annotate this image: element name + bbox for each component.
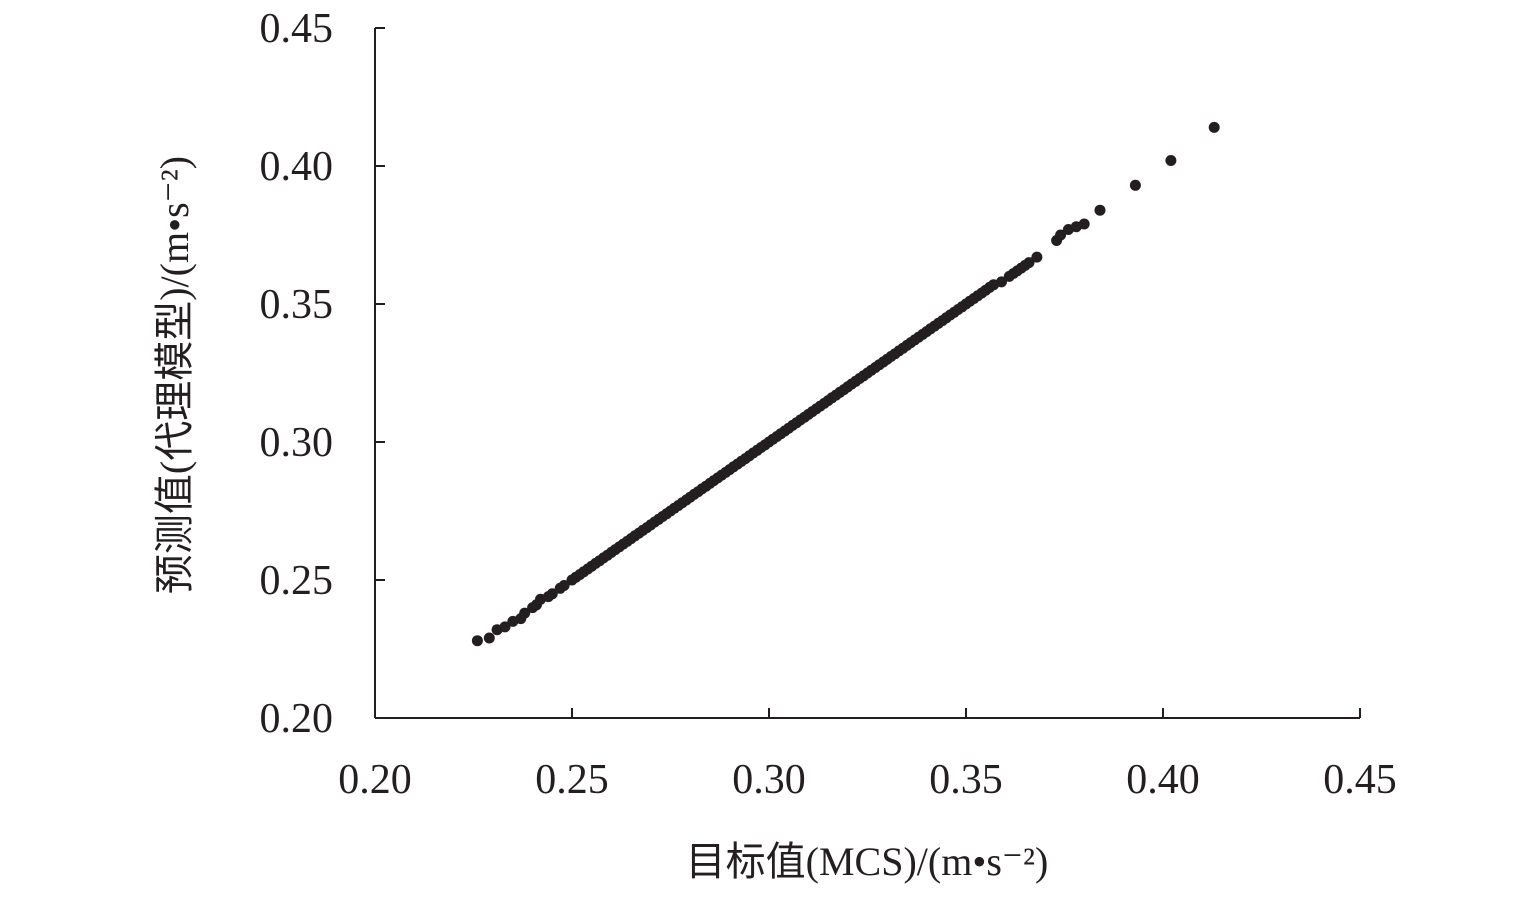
x-axis-title: 目标值(MCS)/(m•s⁻²) [686,839,1049,884]
y-axis-title: 预测值(代理模型)/(m•s⁻²) [152,156,197,594]
x-tick-label: 0.45 [1323,757,1397,803]
x-axis-ticks: 0.20 0.25 0.30 0.35 0.40 0.45 [338,708,1397,803]
x-tick-label: 0.25 [535,757,609,803]
y-tick-label: 0.45 [260,6,334,52]
data-point [483,632,495,644]
x-tick-label: 0.35 [929,757,1003,803]
data-point [996,276,1007,288]
data-point [1031,251,1043,263]
data-point [1208,121,1220,133]
y-tick-label: 0.40 [260,144,334,190]
y-tick-label: 0.25 [260,558,334,604]
data-point [1023,257,1035,269]
data-point [1055,229,1067,241]
y-tick-label: 0.20 [260,696,334,742]
y-tick-label: 0.35 [260,282,334,328]
data-point [1165,155,1177,166]
data-point [1094,204,1106,216]
x-tick-label: 0.20 [338,757,412,803]
data-point [1078,218,1090,230]
x-tick-label: 0.30 [732,757,806,803]
data-point [471,635,483,647]
y-axis-ticks: 0.20 0.25 0.30 0.35 0.40 0.45 [260,6,385,742]
plot-area: 0.20 0.25 0.30 0.35 0.40 0.45 0.20 0.25 0.30 0.3… [260,6,1397,803]
data-point [499,621,511,633]
data-point [558,580,570,591]
y-tick-label: 0.30 [260,420,334,466]
data-point [546,588,558,600]
data-point [1129,179,1141,191]
data-point [519,607,531,619]
x-tick-label: 0.40 [1126,757,1200,803]
data-points [471,121,1220,647]
